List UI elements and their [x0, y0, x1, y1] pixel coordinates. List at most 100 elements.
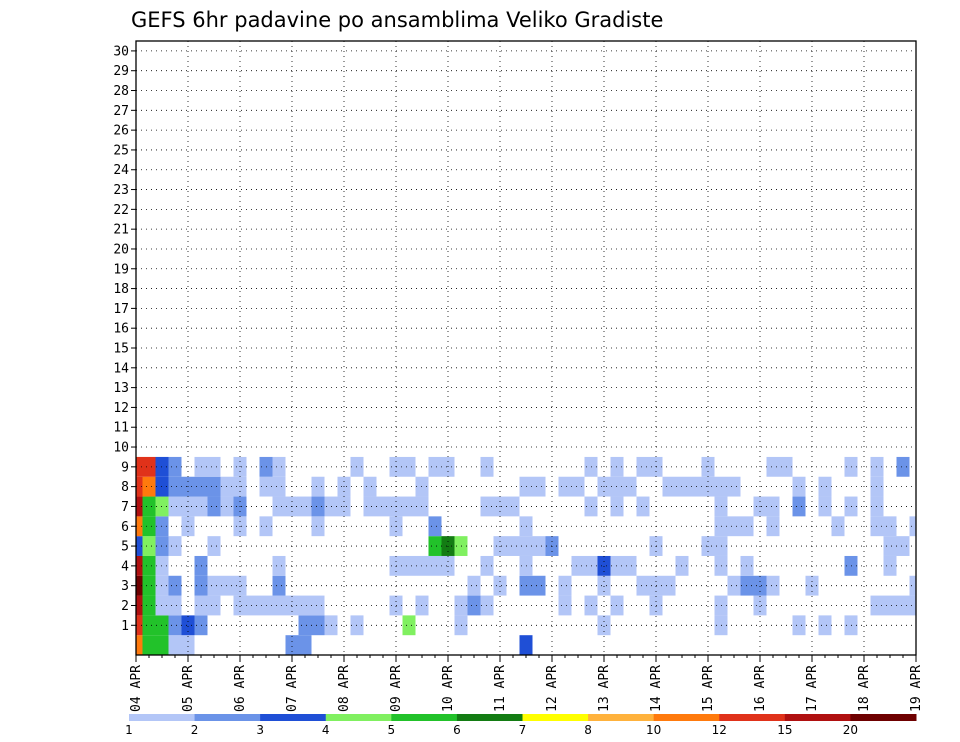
- x-tick-label: 08 APR: [337, 665, 352, 712]
- heatmap-cell: [168, 496, 182, 517]
- heatmap-cell: [298, 595, 312, 616]
- y-tick-label: 18: [113, 282, 129, 297]
- colorbar-swatch: [653, 714, 720, 721]
- heatmap-cell: [467, 595, 481, 616]
- heatmap-cell: [142, 536, 156, 556]
- heatmap-cell: [136, 595, 143, 616]
- heatmap-cell: [168, 635, 182, 655]
- heatmap-cell: [136, 496, 143, 517]
- colorbar-swatch: [850, 714, 917, 721]
- colorbar-swatch: [522, 714, 589, 721]
- heatmap-cell: [792, 476, 806, 497]
- heatmap-cell: [753, 575, 767, 596]
- heatmap-cell: [532, 476, 546, 497]
- heatmap-cell: [493, 575, 507, 596]
- heatmap-cell: [246, 595, 260, 616]
- heatmap-cell: [142, 555, 156, 576]
- x-tick-label: 16 APR: [753, 665, 768, 712]
- heatmap-cell: [233, 595, 247, 616]
- heatmap-cell: [662, 476, 676, 497]
- colorbar-label: 5: [388, 723, 396, 737]
- heatmap-cell: [467, 575, 481, 596]
- heatmap-cell: [883, 595, 897, 616]
- heatmap-cell: [207, 476, 221, 497]
- heatmap-cell: [272, 496, 286, 517]
- y-tick-label: 30: [113, 44, 129, 59]
- y-tick-label: 2: [121, 599, 129, 614]
- colorbar-label: 7: [519, 723, 527, 737]
- heatmap-cell: [688, 476, 702, 497]
- colorbar-label: 4: [322, 723, 330, 737]
- y-tick-label: 8: [121, 480, 129, 495]
- colorbar-label: 12: [712, 723, 727, 737]
- heatmap-cell: [532, 536, 546, 556]
- heatmap-cell: [441, 555, 455, 576]
- heatmap-cell: [909, 595, 916, 616]
- heatmap-cell: [896, 456, 910, 477]
- heatmap-cell: [311, 496, 325, 517]
- x-tick-label: 11 APR: [493, 665, 508, 712]
- y-tick-label: 23: [113, 183, 129, 198]
- heatmap-cell: [506, 496, 520, 517]
- colorbar-label: 15: [777, 723, 792, 737]
- x-tick-label: 09 APR: [389, 665, 404, 712]
- y-tick-label: 28: [113, 84, 129, 99]
- colorbar-swatch: [260, 714, 327, 721]
- y-tick-label: 20: [113, 242, 129, 257]
- y-tick-label: 5: [121, 540, 129, 555]
- heatmap-cell: [727, 575, 741, 596]
- colorbar-swatch: [194, 714, 261, 721]
- heatmap-cell: [136, 536, 143, 556]
- x-tick-label: 10 APR: [441, 665, 456, 712]
- x-tick-label: 04 APR: [129, 665, 144, 712]
- heatmap-cell: [818, 615, 832, 636]
- heatmap-cell: [272, 575, 286, 596]
- heatmap-cell: [571, 555, 585, 576]
- y-axis-ticks: 1234567891011121314151617181920212223242…: [113, 44, 136, 634]
- colorbar-label: 3: [256, 723, 264, 737]
- x-tick-label: 07 APR: [285, 665, 300, 712]
- heatmap-cell: [909, 516, 916, 537]
- heatmap-cell: [285, 635, 299, 655]
- heatmap-cell: [155, 635, 169, 655]
- heatmap-cell: [142, 575, 156, 596]
- heatmap-cell: [298, 496, 312, 517]
- heatmap-cell: [428, 516, 442, 537]
- y-tick-label: 26: [113, 124, 129, 139]
- heatmap-cell: [168, 476, 182, 497]
- heatmap-cell: [558, 595, 572, 616]
- heatmap-cell: [376, 496, 390, 517]
- heatmap-cell: [207, 595, 221, 616]
- y-tick-label: 3: [121, 579, 129, 594]
- heatmap-cell: [168, 615, 182, 636]
- x-axis-ticks: 04 APR 05 APR 06 APR 07 APR 08 APR 09 APR 10 A…: [129, 655, 924, 712]
- colorbar-label: 6: [453, 723, 461, 737]
- heatmap-cell: [883, 536, 897, 556]
- x-tick-label: 17 APR: [805, 665, 820, 712]
- x-tick-label: 14 APR: [649, 665, 664, 712]
- heatmap-cell: [142, 456, 156, 477]
- heatmap-cell: [142, 635, 156, 655]
- y-tick-label: 21: [113, 223, 129, 238]
- y-tick-label: 11: [113, 421, 129, 436]
- heatmap-cell: [311, 615, 325, 636]
- heatmap-cell: [207, 496, 221, 517]
- heatmap-cell: [207, 456, 221, 477]
- heatmap-cell: [792, 615, 806, 636]
- heatmap-cell: [168, 575, 182, 596]
- heatmap-cell: [662, 575, 676, 596]
- x-tick-label: 05 APR: [181, 665, 196, 712]
- heatmap-cell: [207, 536, 221, 556]
- y-tick-label: 7: [121, 500, 129, 515]
- heatmap-cell: [136, 615, 143, 636]
- y-tick-label: 12: [113, 401, 129, 416]
- heatmap-cell: [136, 555, 143, 576]
- colorbar-swatch: [719, 714, 786, 721]
- heatmap-cell: [896, 595, 910, 616]
- x-tick-label: 19 APR: [909, 665, 924, 712]
- colorbar-swatch: [325, 714, 392, 721]
- heatmap-cell: [181, 635, 195, 655]
- y-tick-label: 4: [121, 559, 129, 574]
- heatmap-cell: [363, 476, 377, 497]
